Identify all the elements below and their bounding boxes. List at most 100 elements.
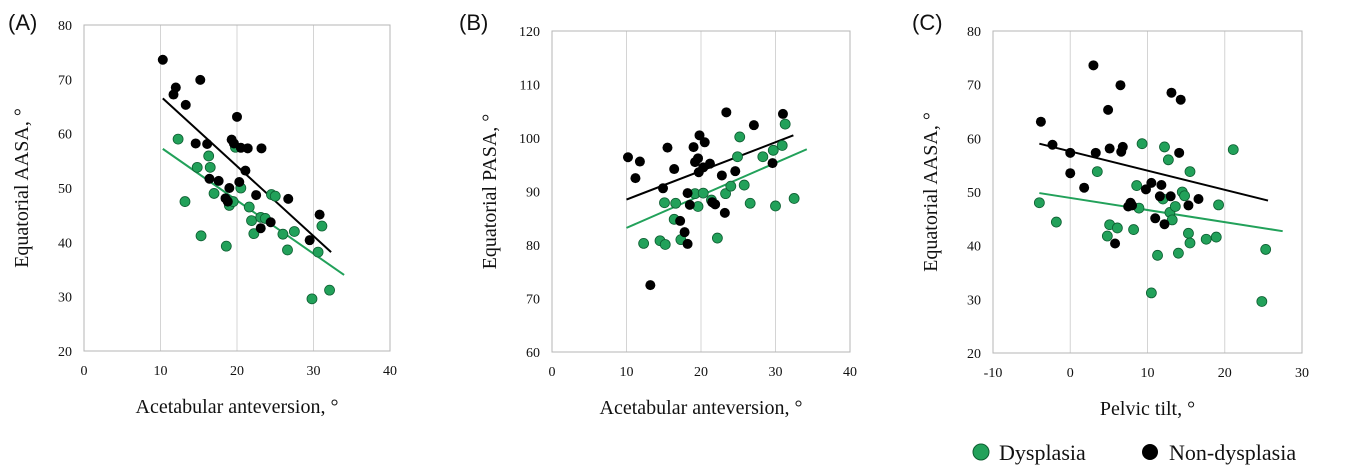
point-non-dysplasia bbox=[1165, 191, 1176, 202]
point-non-dysplasia bbox=[1110, 238, 1121, 249]
point-dysplasia bbox=[659, 239, 671, 250]
y-tick-label: 50 bbox=[967, 186, 981, 201]
x-tick-label: 0 bbox=[549, 365, 556, 380]
y-tick-label: 70 bbox=[58, 73, 72, 88]
point-non-dysplasia bbox=[1117, 141, 1128, 152]
point-non-dysplasia bbox=[314, 209, 325, 220]
panel-label: (A) bbox=[8, 10, 37, 35]
point-non-dysplasia bbox=[202, 138, 213, 149]
panel-a: 0 10 20 30 40 20 30 40 50 60 70 80 Acetabular anteve… bbox=[8, 10, 397, 418]
y-axis-label: Equatorial AASA, ° bbox=[920, 112, 942, 272]
point-dysplasia bbox=[1213, 199, 1224, 211]
point-non-dysplasia bbox=[662, 142, 673, 153]
point-dysplasia bbox=[1145, 287, 1157, 299]
point-dysplasia bbox=[711, 232, 723, 244]
y-tick-label: 90 bbox=[526, 186, 540, 201]
y-tick-label: 70 bbox=[967, 79, 981, 94]
point-dysplasia bbox=[738, 179, 750, 191]
point-non-dysplasia bbox=[255, 223, 266, 234]
plot-area bbox=[83, 24, 391, 352]
x-tick-label: -10 bbox=[984, 366, 1003, 381]
point-non-dysplasia bbox=[1090, 147, 1101, 158]
point-dysplasia bbox=[208, 188, 220, 199]
point-non-dysplasia bbox=[180, 99, 191, 110]
point-dysplasia bbox=[306, 293, 318, 305]
point-non-dysplasia bbox=[304, 235, 315, 246]
point-dysplasia bbox=[659, 197, 670, 209]
legend-marker-non-dysplasia bbox=[1142, 444, 1158, 460]
point-non-dysplasia bbox=[669, 164, 680, 175]
x-tick-label: 10 bbox=[1141, 366, 1155, 381]
point-non-dysplasia bbox=[1127, 200, 1138, 211]
point-non-dysplasia bbox=[251, 190, 262, 201]
point-non-dysplasia bbox=[622, 152, 633, 163]
point-non-dysplasia bbox=[1175, 94, 1186, 105]
point-dysplasia bbox=[732, 151, 743, 163]
point-dysplasia bbox=[670, 197, 682, 209]
x-axis-label: Acetabular anteversion, ° bbox=[136, 396, 339, 418]
panel-label: (B) bbox=[459, 10, 488, 35]
point-dysplasia bbox=[324, 284, 335, 296]
point-non-dysplasia bbox=[1088, 60, 1099, 71]
x-tick-label: 20 bbox=[694, 365, 708, 380]
point-dysplasia bbox=[1173, 247, 1184, 259]
trendline-dysplasia bbox=[1039, 192, 1283, 233]
y-tick-label: 40 bbox=[58, 236, 72, 251]
y-tick-label: 60 bbox=[58, 128, 72, 143]
point-dysplasia bbox=[1260, 244, 1272, 255]
point-dysplasia bbox=[277, 228, 289, 240]
y-tick-label: 80 bbox=[526, 239, 540, 254]
point-dysplasia bbox=[179, 196, 191, 207]
plot-area bbox=[992, 30, 1303, 354]
x-tick-label: 10 bbox=[154, 364, 168, 379]
point-dysplasia bbox=[1159, 141, 1170, 153]
point-dysplasia bbox=[220, 240, 232, 252]
point-dysplasia bbox=[734, 131, 746, 143]
y-tick-label: 20 bbox=[967, 347, 981, 362]
x-tick-label: 20 bbox=[230, 364, 244, 379]
point-non-dysplasia bbox=[682, 238, 693, 249]
point-non-dysplasia bbox=[630, 173, 641, 184]
point-non-dysplasia bbox=[658, 183, 669, 194]
x-tick-label: 30 bbox=[769, 365, 783, 380]
point-dysplasia bbox=[246, 215, 257, 227]
point-non-dysplasia bbox=[224, 183, 235, 193]
point-dysplasia bbox=[288, 226, 300, 237]
point-non-dysplasia bbox=[679, 227, 690, 238]
point-non-dysplasia bbox=[688, 142, 699, 153]
point-dysplasia bbox=[1183, 227, 1194, 239]
x-tick-label: 40 bbox=[843, 365, 857, 380]
point-dysplasia bbox=[316, 220, 328, 232]
point-non-dysplasia bbox=[213, 175, 224, 186]
point-dysplasia bbox=[243, 201, 255, 213]
point-non-dysplasia bbox=[1115, 80, 1126, 91]
point-non-dysplasia bbox=[1047, 139, 1058, 150]
y-tick-label: 110 bbox=[520, 79, 540, 94]
point-dysplasia bbox=[1128, 224, 1139, 235]
point-non-dysplasia bbox=[222, 196, 233, 207]
point-dysplasia bbox=[788, 193, 800, 204]
point-non-dysplasia bbox=[240, 165, 251, 176]
point-dysplasia bbox=[204, 161, 216, 173]
point-non-dysplasia bbox=[721, 107, 732, 118]
point-non-dysplasia bbox=[710, 199, 721, 210]
y-tick-label: 120 bbox=[519, 25, 540, 40]
point-dysplasia bbox=[720, 188, 731, 200]
y-tick-label: 50 bbox=[58, 182, 72, 197]
point-non-dysplasia bbox=[283, 193, 294, 204]
point-dysplasia bbox=[1166, 214, 1178, 226]
point-non-dysplasia bbox=[1104, 143, 1115, 154]
point-dysplasia bbox=[757, 151, 769, 163]
point-non-dysplasia bbox=[1150, 213, 1161, 224]
x-tick-label: 20 bbox=[1218, 366, 1232, 381]
x-axis-label: Pelvic tilt, ° bbox=[1100, 398, 1195, 420]
y-tick-label: 70 bbox=[526, 293, 540, 308]
point-non-dysplasia bbox=[1035, 116, 1046, 127]
point-dysplasia bbox=[1184, 166, 1196, 178]
point-dysplasia bbox=[172, 133, 184, 145]
point-non-dysplasia bbox=[157, 54, 168, 65]
point-dysplasia bbox=[1136, 138, 1148, 150]
trendline-non-dysplasia bbox=[1039, 142, 1269, 202]
point-non-dysplasia bbox=[1159, 219, 1170, 230]
point-dysplasia bbox=[1210, 231, 1222, 243]
